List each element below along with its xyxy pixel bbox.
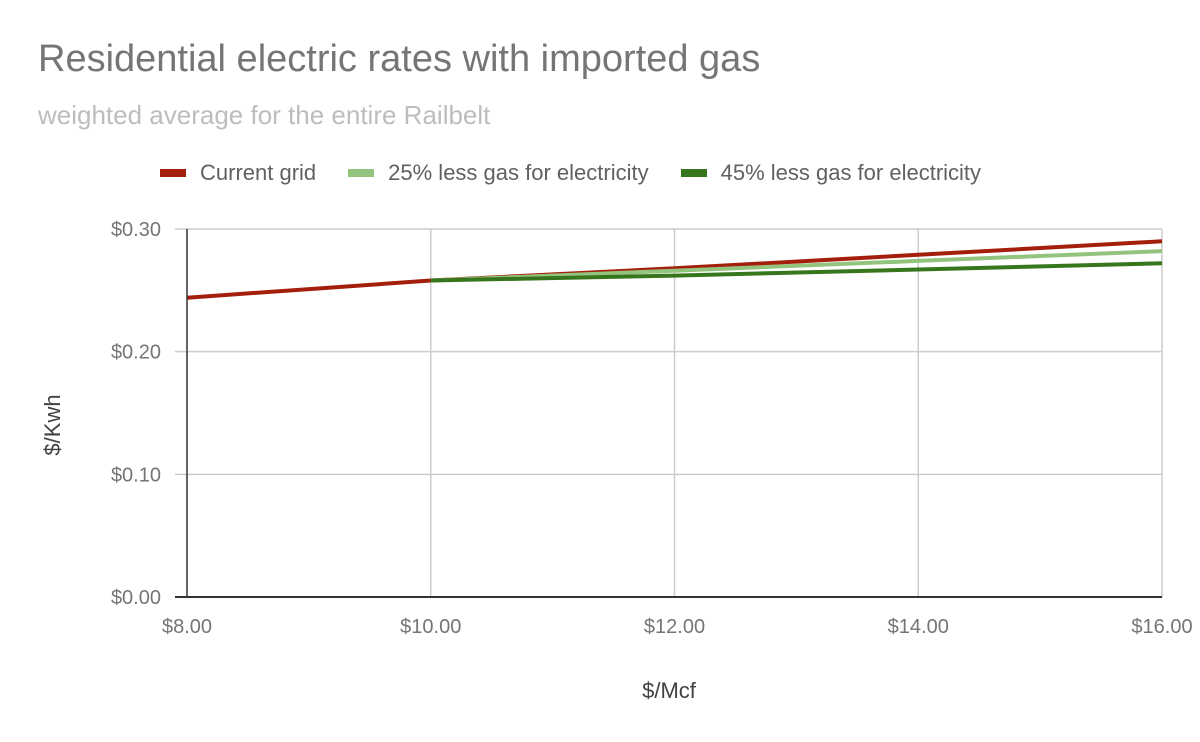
legend-label-current-grid: Current grid	[200, 160, 317, 185]
series-line-1	[430, 249, 1163, 283]
x-tick-label: $14.00	[888, 616, 949, 638]
x-tick-label: $12.00	[644, 616, 705, 638]
axes	[175, 229, 1162, 598]
legend-label-25-less-gas: 25% less gas for electricity	[388, 160, 649, 185]
x-axis-title: $/Mcf	[642, 678, 697, 703]
gridlines	[175, 228, 1163, 597]
chart-title: Residential electric rates with imported…	[38, 38, 761, 80]
legend-item-current-grid[interactable]: Current grid	[160, 160, 316, 186]
series-lines	[186, 239, 1163, 300]
x-tick-label: $10.00	[400, 616, 461, 638]
legend-item-25-less-gas[interactable]: 25% less gas for electricity	[348, 160, 649, 186]
legend-swatch-current-grid	[160, 169, 186, 177]
y-tick-label: $0.30	[111, 219, 161, 241]
legend-item-45-less-gas[interactable]: 45% less gas for electricity	[680, 160, 982, 186]
chart-subtitle: weighted average for the entire Railbelt	[38, 100, 491, 130]
series-line-2	[430, 261, 1163, 283]
legend-label-45-less-gas: 45% less gas for electricity	[720, 160, 982, 185]
x-tick-label: $16.00	[1131, 616, 1192, 638]
y-tick-label: $0.10	[111, 464, 161, 486]
y-tick-label: $0.00	[111, 587, 161, 609]
y-axis-title: $/Kwh	[40, 394, 65, 455]
series-line-0	[186, 239, 1163, 300]
legend: Current grid 25% less gas for electricit…	[160, 160, 1013, 186]
legend-swatch-45-less-gas	[680, 169, 707, 177]
x-tick-label: $8.00	[162, 616, 212, 638]
y-tick-label: $0.20	[111, 342, 161, 364]
tick-labels: $8.00 $10.00 $12.00 $14.00 $16.00 $0.00 $0.10 $…	[111, 219, 1193, 638]
legend-swatch-25-less-gas	[348, 169, 375, 177]
